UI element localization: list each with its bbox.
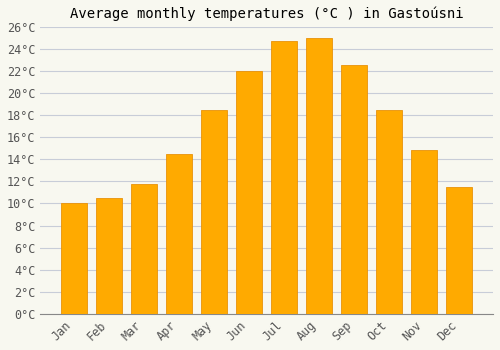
Bar	[341, 65, 367, 314]
Bar	[411, 150, 438, 314]
Bar	[306, 38, 332, 314]
Bar	[446, 187, 472, 314]
Bar	[61, 203, 87, 314]
Bar	[271, 41, 297, 314]
Bar	[131, 184, 157, 314]
Bar	[96, 198, 122, 314]
Bar	[166, 154, 192, 314]
Bar	[201, 110, 228, 314]
Title: Average monthly temperatures (°C ) in Gastoúsni: Average monthly temperatures (°C ) in Ga…	[70, 7, 464, 21]
Bar	[236, 71, 262, 314]
Bar	[376, 110, 402, 314]
